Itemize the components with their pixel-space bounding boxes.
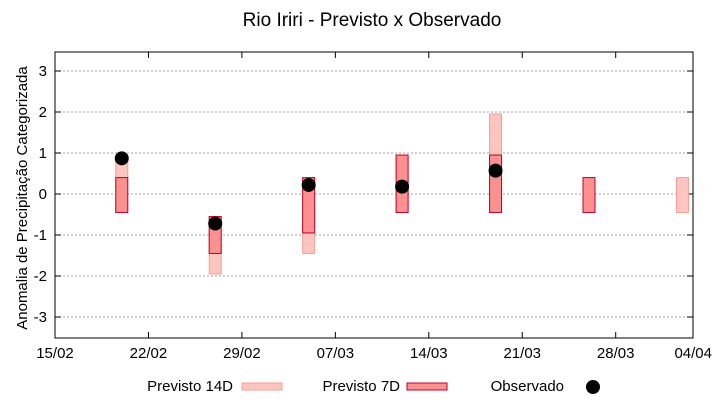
chart-title: Rio Iriri - Previsto x Observado [243,10,502,31]
y-tick-label: -1 [34,227,47,244]
bar-previsto-7d [582,177,596,213]
grid-lines [55,70,693,318]
y-tick-label: 2 [39,104,47,121]
x-tick-label: 14/03 [410,345,448,362]
y-tick-label: -3 [34,309,47,326]
point-observado [208,216,223,231]
x-tick-label: 15/02 [36,345,74,362]
legend-marker-observado [586,380,600,394]
point-observado [395,179,410,194]
x-tick-label: 07/03 [317,345,355,362]
legend-swatch-previsto-14d [241,382,283,391]
y-axis-label: Anomalia de Precipitação Categorizada [14,66,31,330]
x-tick-label: 22/02 [130,345,168,362]
bar-previsto-14d [675,177,689,213]
plot-frame [54,51,694,339]
x-tick-label: 04/04 [674,345,712,362]
point-observado [488,163,503,178]
legend-label-previsto-7d: Previsto 7D [322,378,400,395]
series-observado [114,151,503,231]
y-tick-label: 3 [39,63,47,80]
legend-swatch-previsto-7d [406,382,448,391]
legend-entry-observado[interactable]: Observado [491,378,600,395]
legend-entry-previsto-14d[interactable]: Previsto 14D [147,378,283,395]
y-tick-label: -2 [34,268,47,285]
point-observado [301,177,316,192]
point-observado [114,151,129,166]
x-tick-label: 21/03 [503,345,541,362]
legend: Previsto 14D Previsto 7D Observado [147,378,600,395]
legend-label-observado: Observado [491,378,564,395]
bar-previsto-7d [302,177,316,234]
bar-previsto-7d [115,177,129,213]
legend-label-previsto-14d: Previsto 14D [147,378,233,395]
y-ticks: 3 2 1 0 -1 -2 -3 [34,63,693,326]
x-tick-label: 29/02 [223,345,261,362]
y-tick-label: 0 [39,186,47,203]
x-ticks: 15/02 22/02 29/02 07/03 14/03 21/03 28/03 04/04 [36,52,712,362]
x-tick-label: 28/03 [597,345,635,362]
y-tick-label: 1 [39,145,47,162]
legend-entry-previsto-7d[interactable]: Previsto 7D [322,378,448,395]
series-previsto-7d [115,154,596,254]
